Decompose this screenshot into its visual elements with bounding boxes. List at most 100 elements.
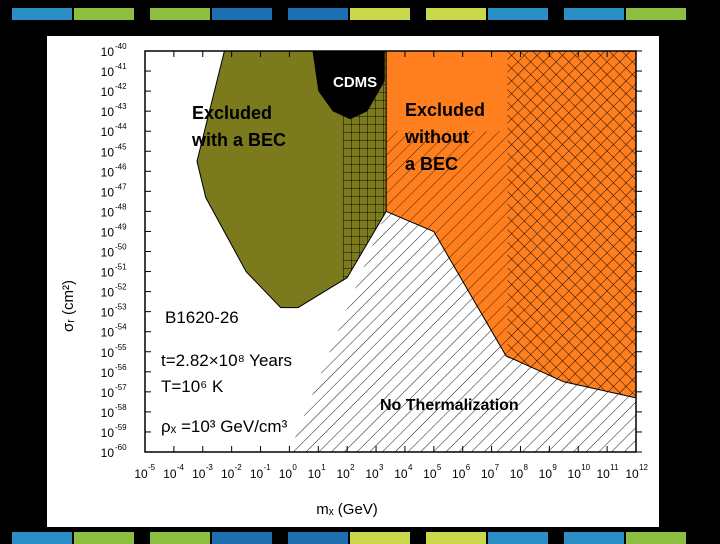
x-tick-label: 10 xyxy=(510,467,524,481)
stripe-segment xyxy=(12,532,72,544)
stripe-segment xyxy=(74,8,134,20)
label-line: a BEC xyxy=(405,154,458,174)
y-tick-exponent: -51 xyxy=(115,263,127,272)
x-tick-label: 10 xyxy=(394,467,408,481)
y-tick-exponent: -54 xyxy=(115,323,127,332)
stripe-segment xyxy=(564,532,624,544)
x-tick-label: 10 xyxy=(250,467,264,481)
stripe-segment xyxy=(564,8,624,20)
y-tick-exponent: -42 xyxy=(115,82,127,91)
x-tick-exponent: 2 xyxy=(350,463,355,472)
y-tick-exponent: -59 xyxy=(115,423,127,432)
y-axis-label: σᵣ (cm²) xyxy=(60,280,77,332)
y-tick-exponent: -48 xyxy=(115,202,127,211)
stripe-segment xyxy=(212,532,272,544)
region-excluded-with-bec xyxy=(197,51,387,308)
x-tick-exponent: 9 xyxy=(552,463,557,472)
boundary-with-bec xyxy=(196,50,387,309)
stripe-segment xyxy=(288,8,348,20)
y-tick-label: 10 xyxy=(101,45,115,59)
x-tick-exponent: 0 xyxy=(292,463,297,472)
y-tick-label: 10 xyxy=(101,286,115,300)
y-tick-exponent: -45 xyxy=(115,142,127,151)
y-tick-exponent: -46 xyxy=(115,162,127,171)
x-tick-exponent: -4 xyxy=(177,463,185,472)
x-tick-label: 10 xyxy=(163,467,177,481)
x-tick-exponent: 11 xyxy=(610,463,619,472)
stripe-segment xyxy=(12,8,72,20)
y-tick-exponent: -41 xyxy=(115,62,127,71)
label-excluded-with-bec: Excluded with a BEC xyxy=(191,103,286,150)
x-tick-label: 10 xyxy=(481,467,495,481)
orange-cross-hatch xyxy=(507,51,636,398)
y-tick-label: 10 xyxy=(101,426,115,440)
x-tick-exponent: -1 xyxy=(264,463,272,472)
stripe-segment xyxy=(426,532,486,544)
x-tick-exponent: -5 xyxy=(148,463,156,472)
orange-diagonal-hatch xyxy=(386,131,508,358)
y-tick-label: 10 xyxy=(101,266,115,280)
x-tick-label: 10 xyxy=(134,467,148,481)
label-line: without xyxy=(404,127,469,147)
label-no-thermalization: No Thermalization xyxy=(380,397,519,414)
region-cdms xyxy=(312,51,385,120)
label-line: with a BEC xyxy=(191,130,286,150)
y-tick-exponent: -43 xyxy=(115,102,127,111)
label-excluded-without-bec: Excluded without a BEC xyxy=(404,100,485,174)
y-tick-exponent: -56 xyxy=(115,363,127,372)
y-tick-label: 10 xyxy=(101,225,115,239)
y-tick-label: 10 xyxy=(101,366,115,380)
annotation-temperature: T=10⁶ K xyxy=(161,377,224,396)
y-tick-exponent: -55 xyxy=(115,343,127,352)
y-tick-label: 10 xyxy=(101,246,115,260)
stripe-segment xyxy=(150,8,210,20)
label-line: No Thermalization xyxy=(380,397,519,414)
region-no-thermalization xyxy=(289,211,636,452)
y-tick-label: 10 xyxy=(101,85,115,99)
stripe-segment xyxy=(212,8,272,20)
y-tick-exponent: -50 xyxy=(115,243,127,252)
chart-panel: 10 -5 10 -4 10 -3 10 -2 10 -1 10 0 10 1 10 2 10 3 10 4 10 5 10… xyxy=(47,36,659,527)
x-tick-label: 10 xyxy=(279,467,293,481)
x-tick-exponent: 6 xyxy=(466,463,471,472)
x-tick-exponent: -2 xyxy=(235,463,243,472)
stripe-segment xyxy=(626,8,686,20)
y-tick-label: 10 xyxy=(101,406,115,420)
label-line: CDMS xyxy=(333,74,377,91)
y-tick-label: 10 xyxy=(101,145,115,159)
x-tick-exponent: -3 xyxy=(206,463,214,472)
y-tick-label: 10 xyxy=(101,326,115,340)
x-tick-label: 10 xyxy=(308,467,322,481)
bottom-decorative-stripe xyxy=(0,532,720,544)
y-tick-label: 10 xyxy=(101,105,115,119)
x-tick-exponent: 8 xyxy=(523,463,528,472)
x-tick-exponent: 12 xyxy=(639,463,648,472)
y-tick-label: 10 xyxy=(101,205,115,219)
y-tick-exponent: -60 xyxy=(115,443,127,452)
annotation-object: B1620-26 xyxy=(165,308,239,327)
label-line: Excluded xyxy=(192,103,272,123)
x-tick-label: 10 xyxy=(596,467,610,481)
stripe-segment xyxy=(488,8,548,20)
y-tick-exponent: -53 xyxy=(115,303,127,312)
x-axis-label: mₓ (GeV) xyxy=(316,501,378,518)
y-tick-exponent: -47 xyxy=(115,182,127,191)
y-tick-label: 10 xyxy=(101,346,115,360)
y-tick-label: 10 xyxy=(101,165,115,179)
boundary-no-thermalization xyxy=(386,210,637,399)
annotation-age: t=2.82×10⁸ Years xyxy=(161,351,292,370)
label-line: Excluded xyxy=(405,100,485,120)
y-tick-exponent: -40 xyxy=(115,42,127,51)
x-tick-label: 10 xyxy=(221,467,235,481)
stripe-segment xyxy=(74,532,134,544)
y-tick-exponent: -57 xyxy=(115,383,127,392)
stripe-segment xyxy=(488,532,548,544)
x-tick-exponent: 1 xyxy=(321,463,326,472)
x-tick-label: 10 xyxy=(452,467,466,481)
y-tick-label: 10 xyxy=(101,446,115,460)
x-tick-exponent: 10 xyxy=(581,463,590,472)
stripe-segment xyxy=(626,532,686,544)
stripe-segment xyxy=(350,532,410,544)
y-tick-label: 10 xyxy=(101,185,115,199)
x-tick-exponent: 7 xyxy=(495,463,500,472)
